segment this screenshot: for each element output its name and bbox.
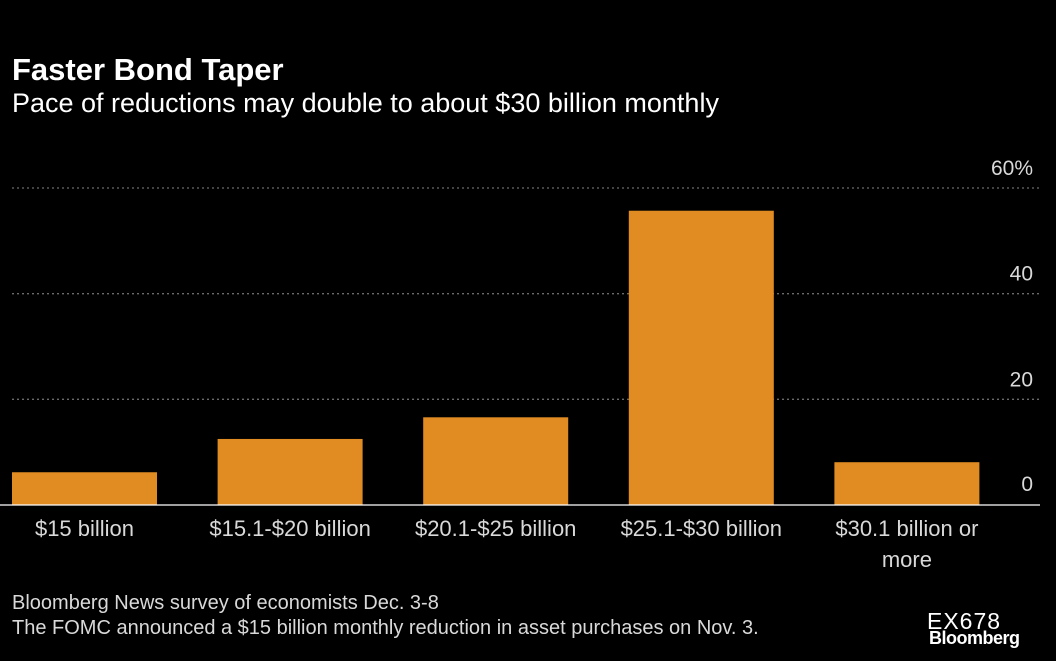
x-tick-label: $20.1-$25 billion	[415, 516, 576, 541]
chart-subtitle: Pace of reductions may double to about $…	[12, 88, 719, 118]
x-tick-label: more	[882, 547, 932, 572]
graphic-code: EX678	[927, 608, 1002, 634]
y-tick-label: 20	[1010, 368, 1033, 391]
bloomberg-logo: Bloomberg	[929, 628, 1020, 648]
source-note: Bloomberg News survey of economists Dec.…	[12, 592, 439, 614]
bar-chart: 0 20 40 60% $15 billion $15.1-$20 billion $20.…	[0, 157, 1040, 572]
x-tick-label: $15.1-$20 billion	[209, 516, 370, 541]
bar	[628, 210, 774, 506]
y-tick-label: 60%	[991, 157, 1033, 180]
y-tick-label: 40	[1010, 263, 1033, 286]
y-tick-label: 0	[1021, 473, 1033, 496]
bar	[834, 462, 980, 505]
bar	[12, 472, 157, 505]
bar	[217, 438, 363, 505]
x-tick-label: $15 billion	[35, 516, 134, 541]
x-tick-label: $30.1 billion or	[835, 516, 978, 541]
x-tick-label: $25.1-$30 billion	[621, 516, 782, 541]
chart-title: Faster Bond Taper	[12, 52, 284, 87]
context-note: The FOMC announced a $15 billion monthly…	[12, 617, 759, 639]
bar	[423, 417, 569, 505]
